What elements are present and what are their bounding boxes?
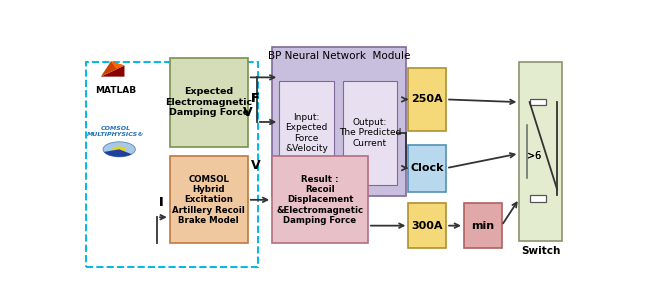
Bar	[87, 63, 258, 267]
Text: 300A: 300A	[411, 221, 443, 231]
Text: V: V	[251, 159, 260, 172]
Text: V: V	[243, 106, 253, 119]
Bar	[170, 58, 248, 147]
Text: 250A: 250A	[411, 95, 443, 104]
Wedge shape	[104, 149, 132, 157]
Text: Output:
The Predicted
Current: Output: The Predicted Current	[339, 118, 401, 148]
Bar	[279, 81, 333, 185]
Text: >6: >6	[527, 151, 542, 161]
Text: COMSOL
Hybrid
Excitation
Artillery Recoil
Brake Model: COMSOL Hybrid Excitation Artillery Recoi…	[173, 174, 245, 225]
Text: Switch: Switch	[521, 246, 560, 257]
Ellipse shape	[112, 146, 126, 152]
Text: BP Neural Network  Module: BP Neural Network Module	[268, 51, 410, 61]
Bar	[408, 68, 446, 131]
Text: I: I	[159, 196, 163, 209]
Text: I: I	[159, 196, 163, 209]
Text: MATLAB: MATLAB	[95, 86, 136, 95]
Text: F: F	[251, 92, 260, 105]
Bar	[519, 63, 562, 241]
Circle shape	[103, 142, 135, 157]
Text: min: min	[471, 221, 494, 231]
Bar	[342, 81, 397, 185]
Text: F: F	[251, 92, 260, 105]
Text: Expected
Electromagnetic
Damping Force: Expected Electromagnetic Damping Force	[165, 88, 253, 117]
Bar	[408, 203, 446, 248]
Bar	[272, 156, 368, 243]
Text: Input:
Expected
Force
&Velocity: Input: Expected Force &Velocity	[285, 113, 328, 153]
Polygon shape	[101, 61, 124, 77]
Bar	[272, 47, 406, 196]
Bar	[530, 196, 546, 202]
Bar	[170, 156, 248, 243]
Text: Result :
Recoil
Displacement
&Electromagnetic
Damping Force: Result : Recoil Displacement &Electromag…	[277, 174, 363, 225]
Bar	[94, 140, 145, 158]
Text: COMSOL
MULTIPHYSICS®: COMSOL MULTIPHYSICS®	[87, 126, 145, 137]
Bar	[464, 203, 502, 248]
Bar	[408, 145, 446, 192]
Polygon shape	[101, 66, 124, 77]
Polygon shape	[111, 61, 124, 69]
Bar	[530, 99, 546, 105]
Text: >6: >6	[527, 151, 542, 161]
Text: Clock: Clock	[411, 163, 444, 173]
